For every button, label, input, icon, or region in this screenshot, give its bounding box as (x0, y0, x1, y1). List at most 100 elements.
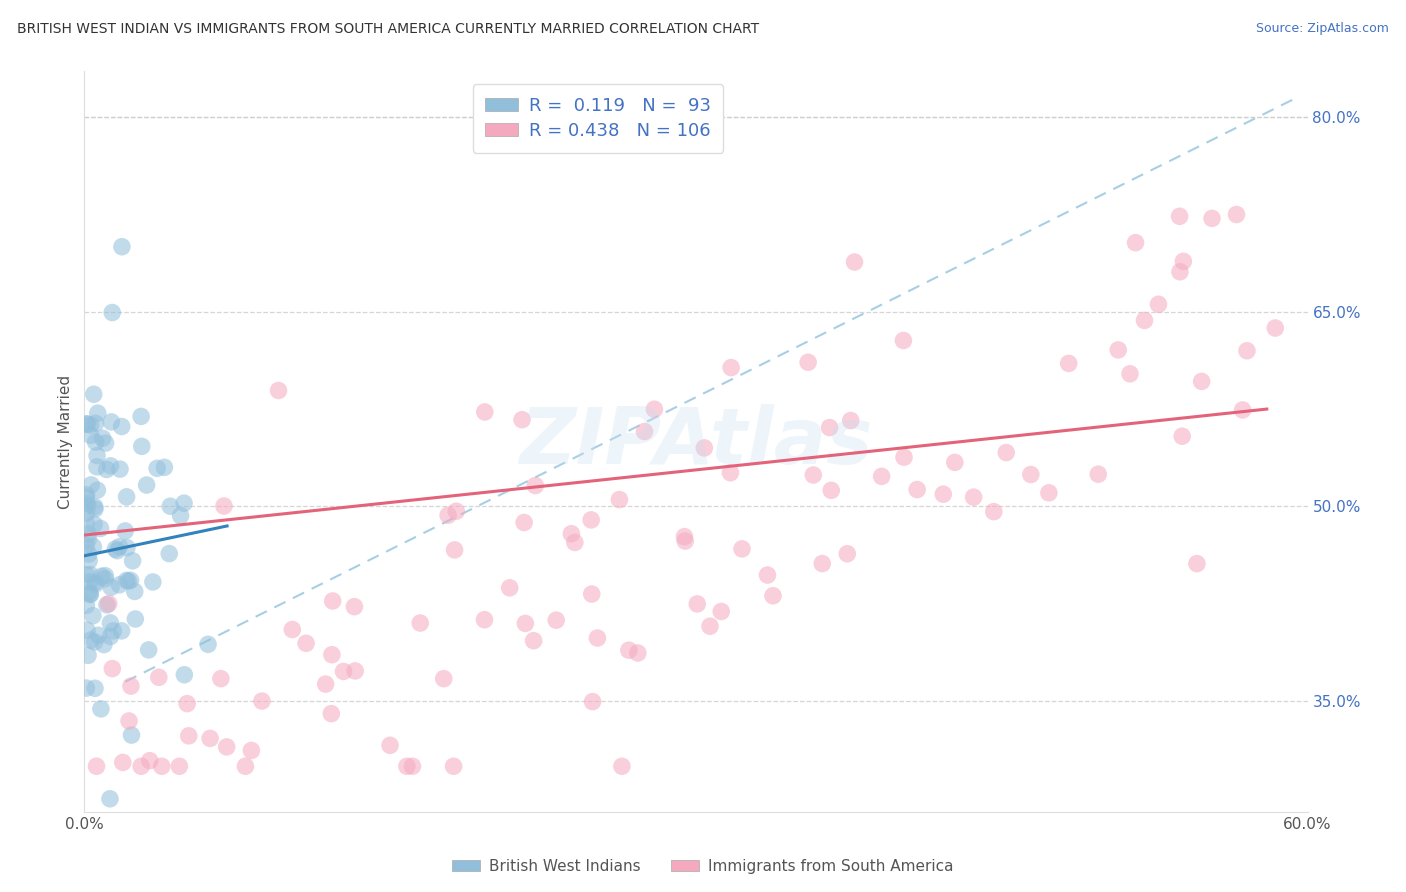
Point (75, 417, 97, 431)
Point (443, 542, 465, 557)
Point (281, 623, 304, 637)
Point (212, 499, 235, 513)
Point (169, 508, 191, 523)
Point (111, 419, 134, 434)
Point (79, 418, 101, 433)
Point (124, 612, 146, 626)
Point (546, 613, 568, 627)
Point (1185, 557, 1208, 571)
Point (250, 694, 273, 708)
Point (98, 615, 121, 630)
Point (198, 731, 221, 746)
Point (474, 613, 496, 627)
Point (870, 469, 893, 483)
Point (148, 670, 170, 684)
Point (91, 431, 114, 445)
Point (524, 478, 547, 492)
Point (146, 461, 169, 475)
Point (1171, 429, 1194, 443)
Point (76, 488, 98, 502)
Point (321, 706, 343, 721)
Point (120, 574, 142, 588)
Point (121, 554, 143, 568)
Point (75, 567, 97, 582)
Point (731, 541, 754, 556)
Point (839, 413, 862, 427)
Point (1236, 343, 1258, 358)
Point (104, 541, 127, 556)
Point (718, 466, 741, 480)
Point (108, 578, 131, 592)
Point (173, 667, 195, 681)
Point (1133, 313, 1156, 327)
Point (75, 491, 97, 505)
Point (710, 604, 733, 618)
Point (797, 355, 820, 369)
Point (153, 460, 176, 475)
Point (295, 636, 318, 650)
Point (617, 643, 640, 657)
Point (818, 420, 841, 434)
Point (86, 759, 108, 773)
Point (515, 616, 537, 631)
Text: BRITISH WEST INDIAN VS IMMIGRANTS FROM SOUTH AMERICA CURRENTLY MARRIED CORRELATI: BRITISH WEST INDIAN VS IMMIGRANTS FROM S… (17, 22, 759, 37)
Legend: British West Indians, Immigrants from South America: British West Indians, Immigrants from So… (446, 853, 960, 880)
Point (322, 594, 344, 608)
Point (77, 585, 100, 599)
Point (79, 588, 101, 602)
Point (76, 499, 98, 513)
Point (76, 496, 98, 510)
Point (105, 543, 128, 558)
Text: Source: ZipAtlas.com: Source: ZipAtlas.com (1256, 22, 1389, 36)
Point (76, 624, 98, 638)
Point (75, 539, 97, 553)
Point (79, 633, 101, 648)
Point (111, 624, 134, 638)
Point (686, 597, 709, 611)
Point (86, 483, 108, 498)
Point (90, 702, 112, 716)
Point (581, 587, 603, 601)
Point (699, 619, 721, 633)
Point (893, 450, 915, 465)
Point (83, 575, 105, 590)
Point (344, 664, 367, 678)
Point (1168, 265, 1191, 279)
Point (77, 547, 100, 561)
Point (499, 581, 522, 595)
Point (762, 589, 785, 603)
Point (97, 597, 120, 611)
Point (673, 534, 696, 549)
Point (1225, 207, 1247, 221)
Point (756, 568, 779, 582)
Point (1057, 356, 1080, 370)
Point (609, 492, 631, 507)
Point (142, 574, 165, 589)
Point (87, 406, 110, 420)
Point (610, 759, 633, 773)
Point (129, 759, 152, 773)
Legend: R =  0.119   N =  93, R = 0.438   N = 106: R = 0.119 N = 93, R = 0.438 N = 106 (472, 84, 723, 153)
Point (240, 743, 263, 757)
Point (932, 487, 955, 501)
Point (581, 695, 603, 709)
Point (1264, 321, 1286, 335)
Point (120, 679, 142, 693)
Point (474, 405, 496, 419)
Point (837, 547, 859, 561)
Point (579, 513, 602, 527)
Point (101, 662, 124, 676)
Point (332, 665, 354, 679)
Point (94, 436, 117, 450)
Point (437, 508, 460, 523)
Point (83, 500, 105, 514)
Point (124, 584, 146, 599)
Point (693, 441, 716, 455)
Point (84, 435, 107, 450)
Point (100, 630, 122, 644)
Point (820, 483, 842, 498)
Point (560, 526, 582, 541)
Point (173, 496, 195, 510)
Point (82, 608, 104, 623)
Point (235, 759, 257, 773)
